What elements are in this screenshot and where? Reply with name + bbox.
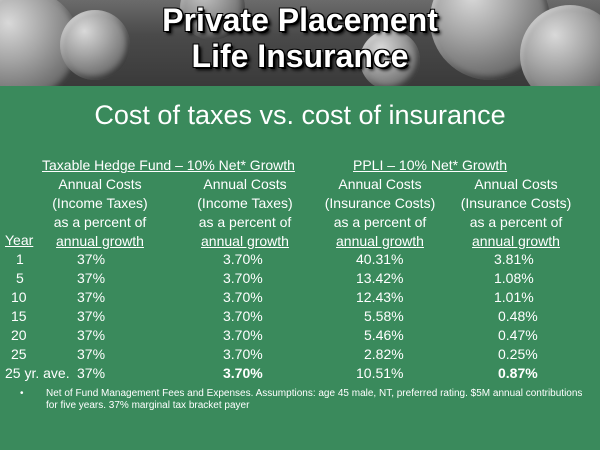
coin-image	[360, 30, 420, 86]
table-cell: 2.82%	[364, 346, 404, 362]
year-cell: 20	[11, 327, 27, 343]
table-cell: 5.58%	[364, 308, 404, 324]
table-cell: 10.51%	[356, 365, 404, 381]
group-header-ppli: PPLI – 10% Net* Growth	[353, 157, 508, 173]
year-cell: 25 yr. ave.	[5, 365, 70, 381]
column-header-line: Annual Costs	[58, 176, 142, 192]
group-header-taxable: Taxable Hedge Fund – 10% Net* Growth	[42, 157, 295, 173]
column-header-taxable-annual-costs: Annual Costs (Income Taxes) as a percent…	[40, 175, 160, 251]
column-header-line: as a percent of	[198, 214, 292, 230]
table-cell: 1.01%	[494, 289, 534, 305]
column-header-ppli-annual-costs-2: Annual Costs (Insurance Costs) as a perc…	[454, 175, 578, 251]
table-cell: 37%	[77, 251, 106, 267]
slide-title: Private Placement Life Insurance	[0, 2, 600, 74]
table-cell: 37%	[77, 289, 106, 305]
year-cell: 25	[11, 346, 27, 362]
year-cell: 5	[16, 270, 24, 286]
title-banner: Private Placement Life Insurance	[0, 0, 600, 86]
table-cell: 12.43%	[356, 289, 404, 305]
table-cell: 37%	[77, 270, 106, 286]
table-cell: 0.87%	[498, 365, 538, 381]
table-cell: 3.81%	[494, 251, 534, 267]
year-cell: 10	[11, 289, 27, 305]
table-cell: 37%	[77, 308, 106, 324]
column-header-line: as a percent of	[333, 214, 427, 230]
column-header-line: (Insurance Costs)	[324, 195, 436, 211]
column-header-line: Annual Costs	[203, 176, 287, 192]
column-header-line: Annual Costs	[474, 176, 558, 192]
column-header-ppli-annual-costs: Annual Costs (Insurance Costs) as a perc…	[318, 175, 442, 251]
table-cell: 5.46%	[364, 327, 404, 343]
slide-subtitle: Cost of taxes vs. cost of insurance	[94, 100, 506, 130]
column-header-year: Year	[5, 232, 34, 248]
column-header-line: annual growth	[472, 233, 560, 249]
column-header-taxable-annual-costs-2: Annual Costs (Income Taxes) as a percent…	[185, 175, 305, 251]
footnote-text: Net of Fund Management Fees and Expenses…	[46, 388, 583, 411]
table-cell: 37%	[77, 346, 106, 362]
table-cell: 0.47%	[498, 327, 538, 343]
column-header-line: (Income Taxes)	[52, 195, 148, 211]
column-header-line: Annual Costs	[338, 176, 422, 192]
slide-title-line2: Life Insurance	[191, 38, 409, 74]
table-cell: 3.70%	[223, 365, 263, 381]
coin-image	[60, 10, 130, 80]
table-cell: 37%	[77, 327, 106, 343]
footnote-bullet: •	[20, 388, 24, 399]
column-header-line: annual growth	[201, 233, 289, 249]
table-cell: 3.70%	[223, 251, 263, 267]
table-cell: 3.70%	[223, 346, 263, 362]
column-header-line: as a percent of	[53, 214, 147, 230]
column-header-line: (Income Taxes)	[197, 195, 293, 211]
table-cell: 13.42%	[356, 270, 404, 286]
table-cell: 40.31%	[356, 251, 404, 267]
table-cell: 1.08%	[494, 270, 534, 286]
table-cell: 0.25%	[498, 346, 538, 362]
table-cell: 3.70%	[223, 327, 263, 343]
table-cell: 0.48%	[498, 308, 538, 324]
slide-title-line1: Private Placement	[162, 2, 438, 38]
table-cell: 3.70%	[223, 308, 263, 324]
table-cell: 37%	[77, 365, 106, 381]
table-cell: 3.70%	[223, 289, 263, 305]
column-header-line: as a percent of	[469, 214, 563, 230]
year-cell: 15	[11, 308, 27, 324]
table-cell: 3.70%	[223, 270, 263, 286]
year-cell: 1	[16, 251, 24, 267]
column-header-line: (Insurance Costs)	[460, 195, 572, 211]
column-header-line: annual growth	[56, 233, 144, 249]
column-header-line: annual growth	[336, 233, 424, 249]
